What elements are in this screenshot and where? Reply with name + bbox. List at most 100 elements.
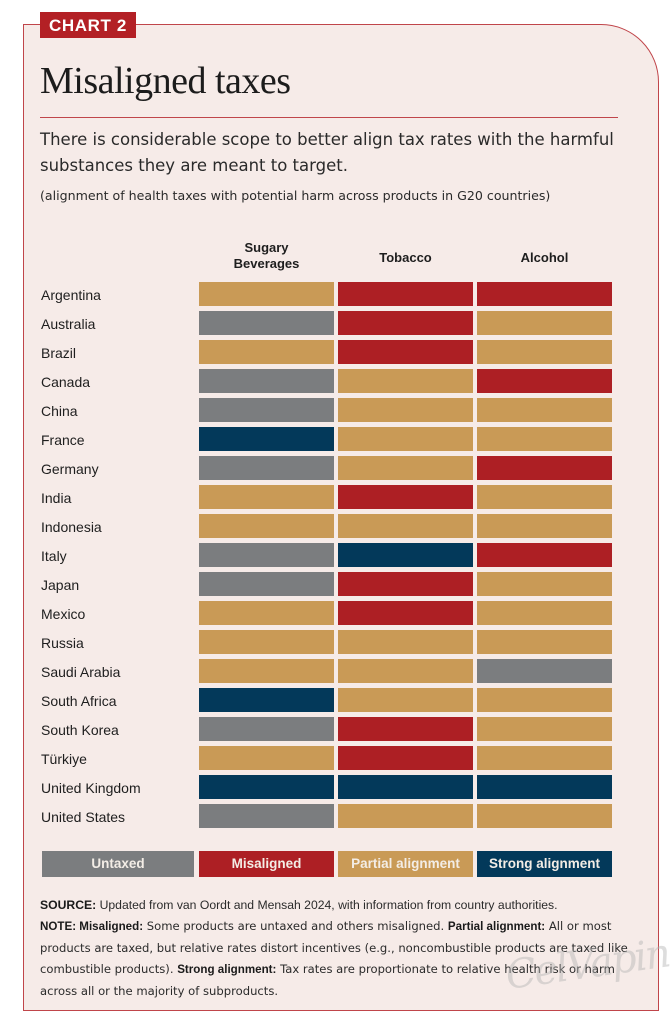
heatmap-cell: United States – Alcohol: Partial alignme… bbox=[477, 804, 612, 828]
table-row: Saudi Arabia Saudi Arabia – Sugary Bevera… bbox=[41, 659, 612, 683]
heatmap-cell: United States – Tobacco: Partial alignme… bbox=[338, 804, 473, 828]
source-text: Updated from van Oordt and Mensah 2024, … bbox=[96, 898, 558, 912]
heatmap-cell: France – Sugary Beverages: Strong alignm… bbox=[199, 427, 334, 451]
table-row: Germany Germany – Sugary Beverages: Untax… bbox=[41, 456, 612, 480]
row-label: Italy bbox=[41, 548, 67, 564]
heatmap-cell: Saudi Arabia – Alcohol: Untaxed bbox=[477, 659, 612, 683]
row-label: South Korea bbox=[41, 722, 119, 738]
row-label: China bbox=[41, 403, 78, 419]
heatmap-cell: Saudi Arabia – Sugary Beverages: Partial… bbox=[199, 659, 334, 683]
table-row: United Kingdom United Kingdom – Sugary Be… bbox=[41, 775, 612, 799]
heatmap-cell: Brazil – Sugary Beverages: Partial align… bbox=[199, 340, 334, 364]
note-text: Tax rates are proportionate to relative … bbox=[40, 962, 615, 998]
heatmap-cell: Canada – Alcohol: Misaligned bbox=[477, 369, 612, 393]
table-row: South Africa South Africa – Sugary Bevera… bbox=[41, 688, 612, 712]
heatmap-cell: United Kingdom – Tobacco: Strong alignme… bbox=[338, 775, 473, 799]
table-row: Russia Russia – Sugary Beverages: Partial… bbox=[41, 630, 612, 654]
heatmap-cell: Mexico – Alcohol: Partial alignment bbox=[477, 601, 612, 625]
column-header-tobacco: Tobacco bbox=[379, 250, 432, 265]
table-row: Türkiye Türkiye – Sugary Beverages: Parti… bbox=[41, 746, 612, 770]
heatmap-cell: Türkiye – Alcohol: Partial alignment bbox=[477, 746, 612, 770]
heatmap-cell: Russia – Tobacco: Partial alignment bbox=[338, 630, 473, 654]
heatmap-cell: Argentina – Alcohol: Misaligned bbox=[477, 282, 612, 306]
heatmap-cell: South Korea – Alcohol: Partial alignment bbox=[477, 717, 612, 741]
heatmap-cell: Argentina – Tobacco: Misaligned bbox=[338, 282, 473, 306]
heatmap-cell: India – Sugary Beverages: Partial alignm… bbox=[199, 485, 334, 509]
heatmap-cell: Indonesia – Alcohol: Partial alignment bbox=[477, 514, 612, 538]
table-row: Brazil Brazil – Sugary Beverages: Partial… bbox=[41, 340, 612, 364]
column-header-sugary-beverages: Sugary bbox=[244, 240, 289, 255]
heatmap-cell: Germany – Tobacco: Partial alignment bbox=[338, 456, 473, 480]
heatmap-cell: Brazil – Alcohol: Partial alignment bbox=[477, 340, 612, 364]
row-label: Russia bbox=[41, 635, 84, 651]
heatmap-cell: Türkiye – Sugary Beverages: Partial alig… bbox=[199, 746, 334, 770]
heatmap-cell: Italy – Tobacco: Strong alignment bbox=[338, 543, 473, 567]
source-note: SOURCE: Updated from van Oordt and Mensa… bbox=[40, 895, 630, 916]
heatmap-rows: Argentina Argentina – Sugary Beverages: P… bbox=[41, 282, 612, 828]
note-text: All or most products are taxed, but rela… bbox=[40, 919, 628, 976]
row-label: Germany bbox=[41, 461, 99, 477]
heatmap-cell: China – Alcohol: Partial alignment bbox=[477, 398, 612, 422]
heatmap-cell: Germany – Sugary Beverages: Untaxed bbox=[199, 456, 334, 480]
table-row: Argentina Argentina – Sugary Beverages: P… bbox=[41, 282, 612, 306]
table-row: Australia Australia – Sugary Beverages: U… bbox=[41, 311, 612, 335]
table-row: ItalyItaly – Sugary Beverages: UntaxedIt… bbox=[41, 543, 612, 567]
legend-item-untaxed: Untaxed bbox=[42, 851, 194, 877]
heatmap-cell: France – Tobacco: Partial alignment bbox=[338, 427, 473, 451]
heatmap-cell: Italy – Sugary Beverages: Untaxed bbox=[199, 543, 334, 567]
table-row: Indonesia Indonesia – Sugary Beverages: P… bbox=[41, 514, 612, 538]
row-label: Türkiye bbox=[41, 751, 87, 767]
legend-item-misaligned: Misaligned bbox=[199, 851, 334, 877]
heatmap-cell: Mexico – Sugary Beverages: Partial align… bbox=[199, 601, 334, 625]
heatmap-cell: Argentina – Sugary Beverages: Partial al… bbox=[199, 282, 334, 306]
heatmap-cell: Canada – Sugary Beverages: Untaxed bbox=[199, 369, 334, 393]
chart-subnote: (alignment of health taxes with potentia… bbox=[40, 188, 551, 203]
heatmap-cell: India – Alcohol: Partial alignment bbox=[477, 485, 612, 509]
heatmap-cell: Australia – Tobacco: Misaligned bbox=[338, 311, 473, 335]
heatmap-cell: Australia – Alcohol: Partial alignment bbox=[477, 311, 612, 335]
heatmap-cell: Japan – Tobacco: Misaligned bbox=[338, 572, 473, 596]
heatmap-cell: Russia – Sugary Beverages: Partial align… bbox=[199, 630, 334, 654]
note-term: Partial alignment: bbox=[447, 920, 546, 933]
table-row: France France – Sugary Beverages: Strong … bbox=[41, 427, 612, 451]
heatmap-cell: Australia – Sugary Beverages: Untaxed bbox=[199, 311, 334, 335]
row-label: Brazil bbox=[41, 345, 76, 361]
table-row: Canada Canada – Sugary Beverages: Untaxed… bbox=[41, 369, 612, 393]
row-label: Japan bbox=[41, 577, 79, 593]
chart-title: Misaligned taxes bbox=[40, 60, 291, 102]
heatmap-cell: Mexico – Tobacco: Misaligned bbox=[338, 601, 473, 625]
definitions-note: NOTE: Misaligned: Some products are unta… bbox=[40, 916, 630, 1002]
row-label: India bbox=[41, 490, 72, 506]
column-header-alcohol: Alcohol bbox=[521, 250, 569, 265]
heatmap-cell: South Africa – Tobacco: Partial alignmen… bbox=[338, 688, 473, 712]
heatmap-cell: Russia – Alcohol: Partial alignment bbox=[477, 630, 612, 654]
heatmap-cell: Brazil – Tobacco: Misaligned bbox=[338, 340, 473, 364]
legend-item-partial-alignment: Partial alignment bbox=[338, 851, 473, 877]
heatmap-cell: Indonesia – Sugary Beverages: Partial al… bbox=[199, 514, 334, 538]
heatmap-cell: Indonesia – Tobacco: Partial alignment bbox=[338, 514, 473, 538]
heatmap-cell: Türkiye – Tobacco: Misaligned bbox=[338, 746, 473, 770]
heatmap-cell: Japan – Sugary Beverages: Untaxed bbox=[199, 572, 334, 596]
column-header-sugary-beverages: Beverages bbox=[234, 256, 300, 271]
heatmap-cell: South Korea – Sugary Beverages: Untaxed bbox=[199, 717, 334, 741]
row-label: Indonesia bbox=[41, 519, 102, 535]
heatmap-cell: Saudi Arabia – Tobacco: Partial alignmen… bbox=[338, 659, 473, 683]
note-label: NOTE: bbox=[40, 920, 77, 933]
table-row: Japan Japan – Sugary Beverages: UntaxedJa… bbox=[41, 572, 612, 596]
row-label: Canada bbox=[41, 374, 90, 390]
heatmap-cell: South Africa – Sugary Beverages: Strong … bbox=[199, 688, 334, 712]
chart-subtitle: There is considerable scope to better al… bbox=[40, 130, 614, 175]
chart-number-tag: CHART 2 bbox=[40, 12, 136, 38]
table-row: Mexico Mexico – Sugary Beverages: Partial… bbox=[41, 601, 612, 625]
table-row: United States United States – Sugary Beve… bbox=[41, 804, 612, 828]
note-text: Some products are untaxed and others mis… bbox=[143, 919, 448, 933]
row-label: United Kingdom bbox=[41, 780, 141, 796]
row-label: Australia bbox=[41, 316, 96, 332]
heatmap-cell: South Africa – Alcohol: Partial alignmen… bbox=[477, 688, 612, 712]
heatmap-cell: China – Tobacco: Partial alignment bbox=[338, 398, 473, 422]
heatmap-cell: Italy – Alcohol: Misaligned bbox=[477, 543, 612, 567]
row-label: Argentina bbox=[41, 287, 101, 303]
heatmap-cell: Canada – Tobacco: Partial alignment bbox=[338, 369, 473, 393]
